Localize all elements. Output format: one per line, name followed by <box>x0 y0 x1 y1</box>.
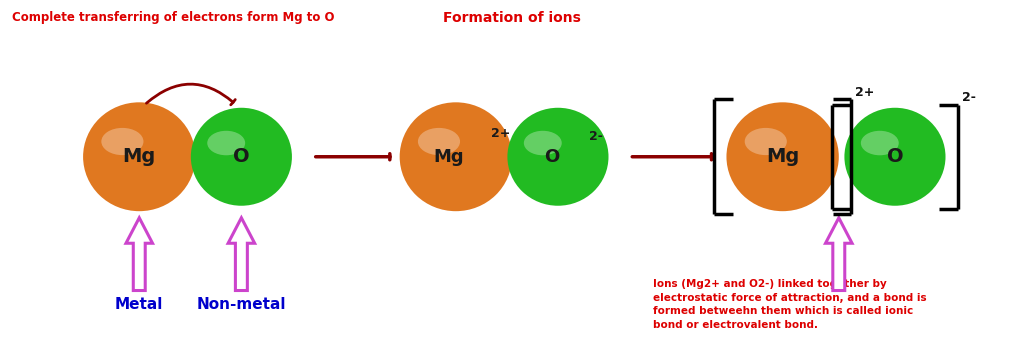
Text: O: O <box>545 148 559 166</box>
Text: O: O <box>233 147 250 166</box>
Polygon shape <box>825 218 852 290</box>
Ellipse shape <box>744 128 786 155</box>
Ellipse shape <box>399 102 512 211</box>
Ellipse shape <box>524 131 562 155</box>
Text: Ions (Mg2+ and O2-) linked together by
electrostatic force of attraction, and a : Ions (Mg2+ and O2-) linked together by e… <box>653 279 927 330</box>
Text: Mg: Mg <box>123 147 156 166</box>
Text: Complete transferring of electrons form Mg to O: Complete transferring of electrons form … <box>11 11 334 24</box>
Ellipse shape <box>190 108 292 206</box>
Text: Non-metal: Non-metal <box>197 297 286 312</box>
Ellipse shape <box>508 108 608 206</box>
Ellipse shape <box>861 131 899 155</box>
Text: 2-: 2- <box>589 130 603 143</box>
Text: 2+: 2+ <box>855 86 874 99</box>
Ellipse shape <box>207 131 245 155</box>
Text: Mg: Mg <box>766 147 800 166</box>
Polygon shape <box>228 218 255 290</box>
Text: 2+: 2+ <box>490 127 510 140</box>
Ellipse shape <box>418 128 460 155</box>
Text: Metal: Metal <box>115 297 164 312</box>
Text: 2-: 2- <box>962 91 976 104</box>
Ellipse shape <box>101 128 143 155</box>
Ellipse shape <box>83 102 196 211</box>
Polygon shape <box>126 218 153 290</box>
Ellipse shape <box>726 102 839 211</box>
Text: O: O <box>887 147 903 166</box>
Text: Formation of ions: Formation of ions <box>443 11 581 25</box>
Ellipse shape <box>845 108 945 206</box>
Text: Mg: Mg <box>434 148 465 166</box>
